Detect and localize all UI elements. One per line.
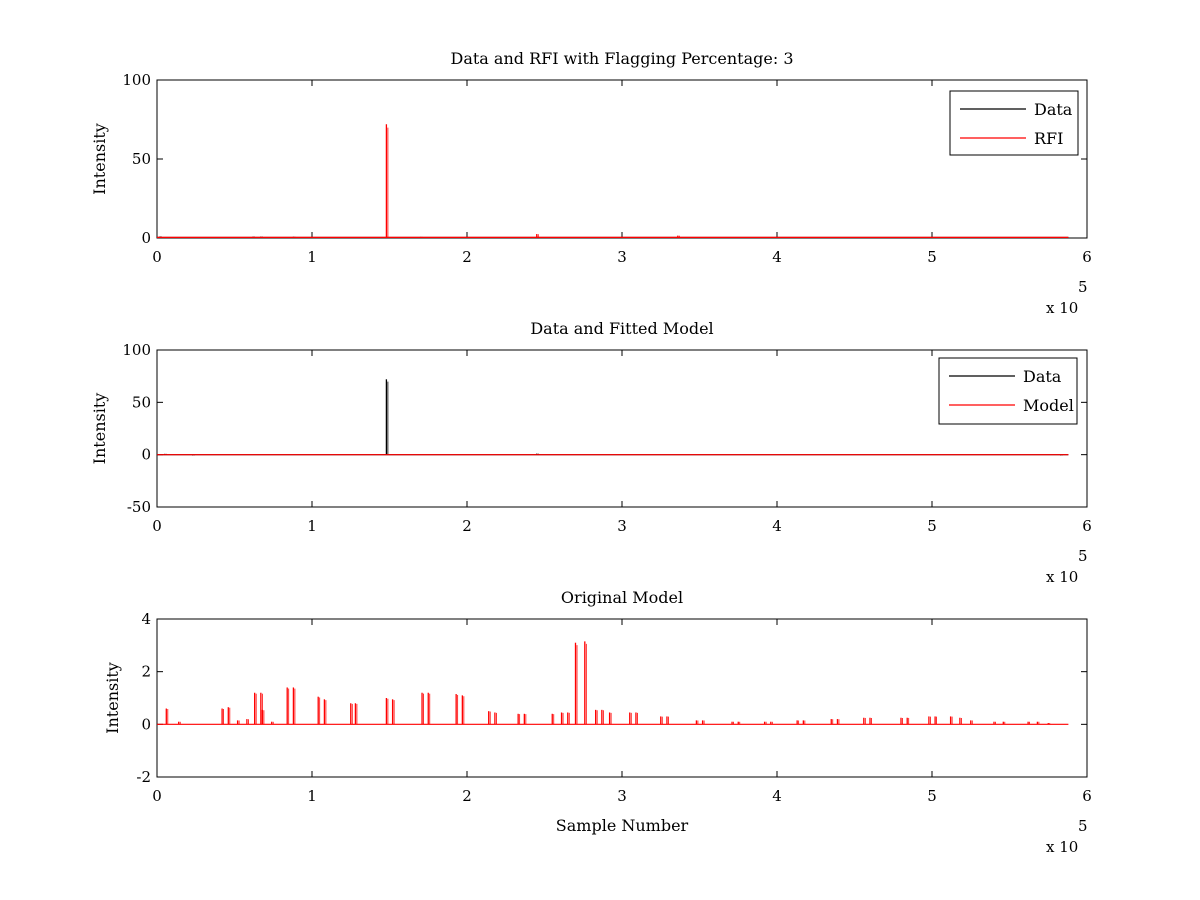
x-exponent-power: 5	[1078, 278, 1088, 296]
x-tick-label: 1	[307, 248, 317, 266]
x-tick-label: 4	[772, 787, 782, 805]
legend-entry: Model	[1023, 396, 1074, 415]
x-tick-label: 3	[617, 517, 627, 535]
chart-title: Original Model	[561, 588, 683, 607]
y-tick-label: 50	[132, 150, 151, 168]
x-tick-label: 0	[152, 517, 162, 535]
legend-box	[938, 357, 1078, 425]
y-axis-label: Intensity	[103, 662, 122, 734]
y-tick-label: 0	[141, 715, 151, 733]
x-axis-label: Sample Number	[556, 816, 689, 835]
x-exponent-label: x 10	[1046, 299, 1078, 317]
y-tick-label: 50	[132, 393, 151, 411]
x-exponent-label: x 10	[1046, 838, 1078, 856]
x-tick-label: 0	[152, 248, 162, 266]
y-axis-label: Intensity	[90, 123, 109, 195]
x-tick-label: 4	[772, 248, 782, 266]
x-tick-label: 5	[927, 517, 937, 535]
x-tick-label: 6	[1082, 248, 1092, 266]
x-tick-label: 2	[462, 787, 472, 805]
y-tick-label: 0	[141, 229, 151, 247]
y-tick-label: 100	[122, 341, 151, 359]
axes-box	[156, 618, 1088, 778]
legend: Data RFI	[949, 90, 1079, 156]
x-tick-label: 5	[927, 248, 937, 266]
x-tick-label: 2	[462, 517, 472, 535]
y-tick-label: 100	[122, 71, 151, 89]
y-tick-label: 2	[141, 663, 151, 681]
y-tick-label: 4	[141, 610, 151, 628]
legend-entry: Data	[1034, 100, 1073, 119]
axes-box	[156, 79, 1088, 239]
y-tick-label: -50	[127, 498, 151, 516]
x-exponent-power: 5	[1078, 547, 1088, 565]
series-rfi	[157, 124, 1069, 238]
legend-entry: Data	[1023, 367, 1062, 386]
y-tick-label: 0	[141, 446, 151, 464]
x-exponent-label: x 10	[1046, 568, 1078, 586]
y-axis-label: Intensity	[90, 393, 109, 465]
legend-entry: RFI	[1034, 129, 1063, 148]
y-tick-label: -2	[136, 768, 151, 786]
x-tick-label: 2	[462, 248, 472, 266]
series-model	[157, 641, 1069, 725]
x-tick-label: 3	[617, 787, 627, 805]
axes-box	[156, 349, 1088, 508]
subplot-1: 0 1 2 3 4 5 6 0 50 100 Data and RFI with Flagging …	[90, 49, 1092, 317]
x-exponent-power: 5	[1078, 817, 1088, 835]
x-tick-label: 4	[772, 517, 782, 535]
x-tick-label: 1	[307, 787, 317, 805]
legend-box	[949, 90, 1079, 156]
x-tick-label: 6	[1082, 787, 1092, 805]
chart-title: Data and Fitted Model	[530, 319, 713, 338]
x-tick-label: 0	[152, 787, 162, 805]
x-tick-label: 5	[927, 787, 937, 805]
x-tick-label: 3	[617, 248, 627, 266]
x-tick-label: 1	[307, 517, 317, 535]
legend: Data Model	[938, 357, 1078, 425]
chart-title: Data and RFI with Flagging Percentage: 3	[450, 49, 793, 68]
x-tick-label: 6	[1082, 517, 1092, 535]
